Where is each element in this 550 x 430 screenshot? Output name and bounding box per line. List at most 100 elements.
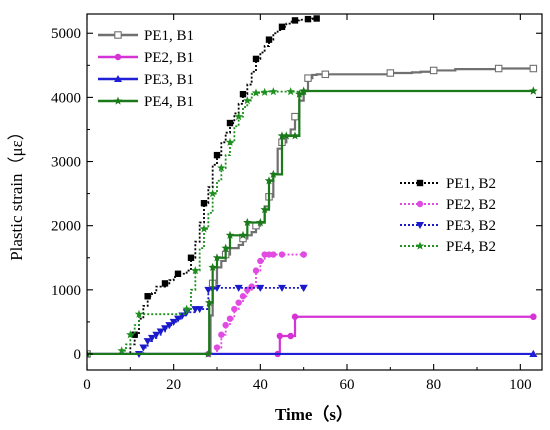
data-point bbox=[287, 332, 294, 340]
data-point bbox=[231, 305, 238, 313]
legend-item-pe4-b2: PE4, B2 bbox=[400, 239, 496, 255]
series-line-pe3-b2 bbox=[87, 287, 304, 355]
legend-marker bbox=[114, 53, 122, 61]
data-point bbox=[269, 87, 278, 96]
data-point bbox=[213, 151, 221, 159]
data-point bbox=[291, 313, 299, 320]
data-point bbox=[530, 313, 537, 320]
data-point bbox=[152, 331, 161, 339]
legend-item-pe2-b2: PE2, B2 bbox=[400, 197, 496, 213]
data-point bbox=[239, 90, 247, 98]
legend-label: PE1, B1 bbox=[144, 28, 194, 44]
data-point bbox=[286, 87, 295, 96]
data-point bbox=[221, 243, 230, 252]
data-point bbox=[234, 284, 243, 292]
legend-middle-right: PE1, B2 PE2, B2 PE3, B2 PE4, B2 bbox=[400, 176, 496, 255]
data-point bbox=[264, 176, 274, 185]
legend-label: PE2, B1 bbox=[144, 50, 194, 66]
data-point bbox=[226, 315, 234, 322]
data-point bbox=[187, 254, 195, 261]
data-point bbox=[156, 328, 165, 336]
legend-marker bbox=[415, 241, 425, 250]
data-point bbox=[299, 284, 308, 292]
data-point bbox=[277, 131, 287, 140]
x-tick-label: 0 bbox=[83, 377, 91, 393]
legend-item-pe3-b1: PE3, B1 bbox=[98, 72, 194, 88]
data-point bbox=[222, 321, 229, 329]
legend-item-pe3-b2: PE3, B2 bbox=[400, 218, 496, 234]
data-point bbox=[204, 349, 213, 358]
data-point bbox=[313, 15, 320, 22]
legend-item-pe1-b2: PE1, B2 bbox=[400, 176, 496, 192]
legend-item-pe4-b1: PE4, B1 bbox=[98, 94, 194, 110]
legend-label: PE3, B1 bbox=[144, 72, 194, 88]
data-point bbox=[295, 89, 304, 98]
series-pe3-b2 bbox=[87, 284, 308, 358]
data-point bbox=[265, 36, 273, 43]
data-point bbox=[248, 283, 255, 290]
data-point bbox=[148, 334, 156, 342]
data-point bbox=[291, 17, 299, 24]
series-line-pe4-b2 bbox=[87, 90, 304, 355]
x-tick-label: 20 bbox=[166, 377, 181, 393]
data-point bbox=[199, 224, 209, 233]
data-point bbox=[226, 119, 234, 127]
legend-layer: PE1, B1 PE2, B1 PE3, B1 PE4, B1 PE1, B2 PE2, … bbox=[98, 28, 496, 255]
data-point bbox=[126, 330, 135, 339]
x-tick-label: 60 bbox=[340, 377, 355, 393]
series-pe2-b2 bbox=[87, 251, 307, 358]
legend-label: PE1, B2 bbox=[446, 176, 496, 192]
plot-frame bbox=[86, 13, 543, 371]
series-line-pe1-b2 bbox=[87, 17, 317, 355]
data-point bbox=[218, 331, 225, 338]
data-point bbox=[529, 349, 538, 357]
data-point bbox=[290, 131, 300, 140]
x-tick-label: 80 bbox=[426, 377, 441, 393]
data-point bbox=[304, 74, 312, 82]
data-point bbox=[278, 251, 286, 258]
data-point bbox=[208, 262, 217, 271]
data-point bbox=[291, 112, 299, 121]
legend-label: PE2, B2 bbox=[446, 197, 496, 213]
data-point bbox=[131, 331, 138, 338]
legend-item-pe1-b1: PE1, B1 bbox=[98, 28, 194, 44]
data-point bbox=[212, 253, 222, 262]
x-tick-label: 100 bbox=[509, 377, 532, 393]
legend-marker bbox=[416, 222, 424, 229]
data-point bbox=[529, 86, 538, 95]
data-point bbox=[195, 306, 204, 314]
data-point bbox=[161, 280, 169, 287]
series-pe1-b2 bbox=[87, 15, 320, 358]
data-point bbox=[256, 284, 265, 292]
data-point bbox=[321, 70, 330, 79]
data-point bbox=[282, 131, 291, 140]
data-point bbox=[217, 163, 226, 172]
data-point bbox=[235, 299, 242, 306]
data-point bbox=[191, 266, 200, 275]
data-point bbox=[139, 344, 148, 352]
data-point bbox=[143, 338, 152, 346]
data-point bbox=[252, 55, 260, 63]
y-tick-label: 4000 bbox=[51, 90, 81, 106]
data-point bbox=[251, 88, 261, 97]
y-axis-title: Plastic strain（με） bbox=[7, 123, 26, 261]
data-point bbox=[200, 200, 208, 207]
x-tick-label: 40 bbox=[253, 377, 268, 393]
data-point bbox=[225, 137, 235, 146]
y-tick-label: 0 bbox=[74, 347, 82, 363]
legend-label: PE4, B2 bbox=[446, 239, 496, 255]
data-point bbox=[144, 293, 151, 300]
legend-marker bbox=[416, 179, 424, 187]
legend-marker bbox=[113, 96, 123, 105]
data-point bbox=[182, 304, 191, 313]
data-point bbox=[278, 284, 286, 292]
data-point bbox=[278, 23, 286, 31]
data-point bbox=[270, 251, 277, 258]
data-point bbox=[429, 66, 438, 75]
data-point bbox=[260, 205, 269, 214]
x-axis-title: Time（s） bbox=[275, 404, 353, 424]
series-pe4-b2 bbox=[87, 87, 308, 358]
data-point bbox=[169, 318, 178, 326]
legend-item-pe2-b1: PE2, B1 bbox=[98, 50, 194, 66]
legend-label: PE4, B1 bbox=[144, 94, 194, 110]
